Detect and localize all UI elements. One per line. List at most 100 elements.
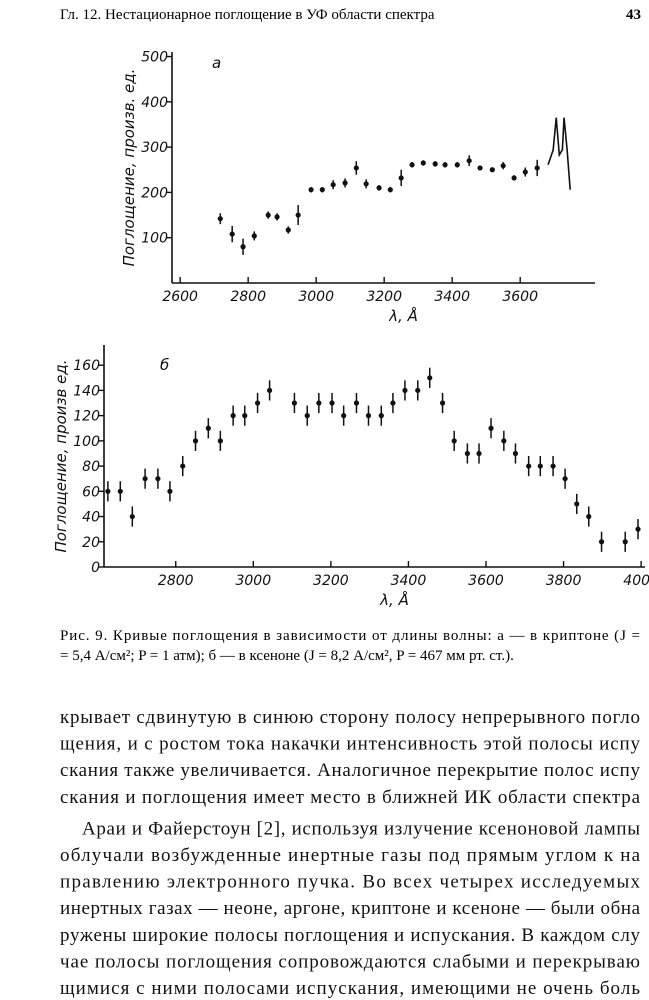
data-point bbox=[316, 400, 322, 406]
y-tick-label: 300 bbox=[141, 140, 168, 156]
x-tick-label: 3800 bbox=[546, 573, 582, 589]
data-point bbox=[230, 413, 236, 419]
data-point bbox=[409, 162, 415, 168]
data-point bbox=[402, 387, 408, 394]
page-number: 43 bbox=[626, 7, 641, 23]
data-point bbox=[341, 413, 347, 419]
data-point bbox=[489, 167, 495, 173]
data-point bbox=[488, 425, 494, 431]
data-point bbox=[464, 450, 470, 457]
data-point bbox=[304, 413, 310, 419]
x-axis-label: λ, Å bbox=[379, 590, 409, 609]
body-line: крывает сдвинутую в синюю сторону полосу… bbox=[60, 707, 640, 728]
data-point bbox=[522, 169, 528, 175]
data-point bbox=[454, 162, 460, 168]
data-point bbox=[466, 158, 472, 164]
y-tick-label: 160 bbox=[73, 358, 100, 374]
data-point bbox=[365, 413, 372, 419]
x-tick-label: 2800 bbox=[230, 289, 266, 305]
x-tick-label: 3000 bbox=[235, 573, 271, 589]
y-tick-label: 200 bbox=[141, 185, 168, 201]
body-line: ружены широкие полосы поглощения и испус… bbox=[60, 925, 641, 946]
data-point bbox=[398, 175, 404, 181]
data-point bbox=[526, 463, 532, 469]
data-point bbox=[254, 400, 261, 406]
data-point bbox=[415, 387, 421, 394]
data-point bbox=[550, 463, 556, 469]
data-point bbox=[635, 526, 641, 532]
y-axis-label: Поглощение, произв ед. bbox=[52, 360, 70, 553]
data-point bbox=[342, 180, 348, 186]
data-point bbox=[537, 463, 543, 469]
body-line: Араи и Файерстоун [2], используя излучен… bbox=[82, 818, 640, 839]
x-tick-label: 3600 bbox=[468, 573, 504, 589]
data-point bbox=[229, 231, 235, 237]
y-tick-label: 120 bbox=[73, 409, 100, 425]
data-point bbox=[378, 413, 384, 419]
data-point bbox=[167, 488, 173, 494]
data-point bbox=[129, 513, 135, 520]
data-point bbox=[117, 488, 123, 494]
data-point bbox=[501, 438, 507, 444]
data-point bbox=[105, 488, 111, 494]
y-tick-label: 100 bbox=[73, 434, 100, 450]
data-point bbox=[192, 438, 199, 444]
data-point bbox=[622, 539, 628, 545]
data-point bbox=[562, 476, 568, 482]
data-point bbox=[387, 187, 393, 193]
caption-line: = 5,4 А/см²; P = 1 атм); б — в ксеноне (… bbox=[60, 648, 514, 664]
y-tick-label: 40 bbox=[82, 510, 100, 526]
data-point bbox=[330, 182, 336, 188]
data-point bbox=[295, 212, 301, 218]
data-point bbox=[242, 413, 248, 419]
data-point bbox=[534, 165, 540, 171]
y-tick-label: 140 bbox=[73, 383, 100, 399]
x-tick-label: 3400 bbox=[391, 573, 427, 589]
running-header: Гл. 12. Нестационарное поглощение в УФ о… bbox=[60, 7, 435, 23]
body-line: облучали возбужденные инертные газы под … bbox=[60, 845, 641, 866]
y-tick-label: 400 bbox=[141, 95, 168, 111]
data-point bbox=[142, 476, 148, 482]
data-point bbox=[180, 463, 186, 469]
data-point bbox=[511, 175, 517, 181]
data-point bbox=[500, 163, 506, 169]
data-point bbox=[363, 181, 369, 187]
data-point bbox=[274, 214, 280, 220]
body-line: щимися с ними полосами испускания, имеющ… bbox=[60, 978, 640, 999]
data-point bbox=[586, 513, 592, 520]
data-point bbox=[432, 161, 438, 167]
data-point bbox=[329, 400, 335, 406]
data-point bbox=[439, 400, 446, 406]
y-tick-label: 500 bbox=[141, 50, 168, 66]
data-point bbox=[376, 185, 382, 191]
x-tick-label: 3600 bbox=[502, 289, 538, 305]
data-point bbox=[155, 476, 161, 482]
body-line: чае полосы поглощения сопровождаются сла… bbox=[60, 951, 640, 972]
data-point bbox=[285, 227, 291, 233]
data-point bbox=[266, 387, 273, 394]
x-tick-label: 3200 bbox=[366, 289, 402, 305]
x-tick-label: 2800 bbox=[158, 573, 194, 589]
x-tick-label: 3200 bbox=[313, 573, 349, 589]
y-tick-label: 80 bbox=[82, 459, 100, 475]
data-point bbox=[420, 160, 426, 166]
y-tick-label: 0 bbox=[91, 560, 100, 576]
data-point bbox=[427, 375, 433, 381]
data-point bbox=[265, 212, 271, 218]
body-line: скания и поглощения имеет место в ближне… bbox=[60, 787, 641, 808]
body-line: правлению электронного пучка. Во всех че… bbox=[60, 872, 641, 893]
data-point bbox=[205, 425, 211, 431]
x-tick-label: 2600 bbox=[162, 289, 198, 305]
y-axis-label: Поглощение, произв. ед. bbox=[120, 69, 138, 267]
data-point bbox=[353, 400, 360, 406]
body-line: скания также увеличивается. Аналогичное … bbox=[60, 760, 641, 781]
body-line: щения, и с ростом тока накачки интенсивн… bbox=[60, 734, 641, 755]
data-point bbox=[574, 501, 580, 507]
x-axis-label: λ, Å bbox=[388, 306, 418, 325]
data-point bbox=[598, 539, 605, 545]
y-tick-label: 20 bbox=[82, 535, 100, 551]
data-point bbox=[390, 400, 396, 406]
data-point bbox=[451, 438, 457, 444]
data-point bbox=[251, 233, 257, 239]
